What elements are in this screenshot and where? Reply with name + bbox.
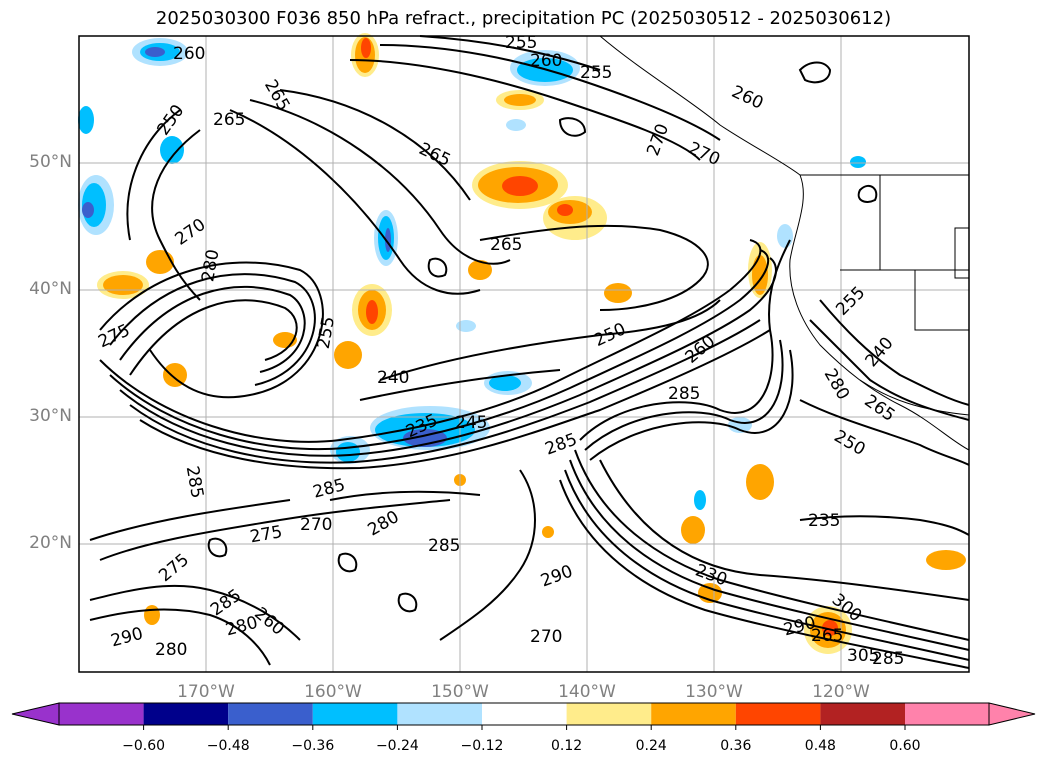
precip-blob — [456, 320, 476, 332]
precip-blob — [366, 300, 378, 324]
precip-blob — [557, 204, 573, 216]
lat-label-50n: 50°N — [29, 152, 72, 172]
contour-label: 255 — [580, 63, 612, 83]
lon-label-120w: 120°W — [812, 682, 870, 702]
precip-blob — [103, 275, 143, 295]
precip-blob — [163, 363, 187, 387]
colorbar-tick-label: −0.48 — [206, 738, 250, 754]
precip-blob — [146, 250, 174, 274]
colorbar-tick-label: −0.60 — [122, 738, 166, 754]
lon-label-130w: 130°W — [685, 682, 743, 702]
colorbar-tick-label: −0.36 — [291, 738, 335, 754]
contour-label: 260 — [173, 44, 205, 64]
colorbar-swatch — [59, 703, 144, 725]
contour-label: 265 — [490, 235, 522, 255]
precip-blob — [468, 260, 492, 280]
precip-blob — [604, 283, 632, 303]
precip-blob — [504, 94, 536, 106]
colorbar-tick-label: −0.12 — [460, 738, 504, 754]
precip-blob — [78, 106, 94, 134]
colorbar-outline — [58, 702, 990, 726]
contour-label: 270 — [530, 627, 562, 647]
contour-label: 285 — [668, 384, 700, 404]
precip-blob — [752, 255, 768, 295]
lat-label-20n: 20°N — [29, 533, 72, 553]
map-frame-bg — [79, 36, 969, 672]
contour-lines — [89, 35, 970, 669]
precip-blob — [82, 202, 94, 218]
precip-blob — [334, 341, 362, 369]
colorbar-swatch — [820, 703, 905, 725]
precip-blob — [361, 38, 371, 58]
precip-blob — [681, 516, 705, 544]
contour-label: 235 — [808, 511, 840, 531]
contour-label: 305 — [847, 646, 879, 666]
map-border — [78, 35, 970, 673]
colorbar-swatch — [397, 703, 482, 725]
precip-blob — [746, 464, 774, 500]
colorbar-extend-low — [11, 702, 60, 726]
precip-blob — [489, 375, 521, 391]
precip-blob — [777, 224, 793, 248]
lon-label-140w: 140°W — [558, 682, 616, 702]
colorbar-swatch — [905, 703, 989, 725]
precip-blob — [926, 550, 966, 570]
chart-title: 2025030300 F036 850 hPa refract., precip… — [155, 8, 892, 29]
precip-blob — [336, 442, 360, 462]
contour-label: 285 — [428, 536, 460, 556]
precip-blob — [694, 490, 706, 510]
contour-label: 280 — [155, 640, 187, 660]
colorbar-tick-label: 0.48 — [804, 738, 836, 754]
colorbar-swatch — [651, 703, 736, 725]
lon-label-170w: 170°W — [177, 682, 235, 702]
colorbar — [11, 702, 1036, 730]
colorbar-tick-label: −0.24 — [375, 738, 419, 754]
lon-label-160w: 160°W — [304, 682, 362, 702]
contour-label: 240 — [377, 368, 409, 388]
contour-label: 255 — [505, 33, 537, 53]
colorbar-tick-label: 0.12 — [551, 738, 583, 754]
colorbar-swatch — [735, 703, 821, 725]
lat-label-40n: 40°N — [29, 279, 72, 299]
coastline — [599, 35, 970, 451]
contour-label: 265 — [811, 626, 843, 646]
precip-blob — [850, 156, 866, 168]
precip-blob — [822, 620, 838, 636]
colorbar-swatch — [566, 703, 652, 725]
colorbar-tick-label: 0.36 — [720, 738, 752, 754]
precip-blob — [145, 47, 165, 57]
contour-label: 265 — [213, 110, 245, 130]
precip-blob — [502, 176, 538, 196]
precip-blob — [144, 605, 160, 625]
precip-blob — [506, 119, 526, 131]
colorbar-extend-high — [988, 702, 1036, 726]
contour-label: 285 — [872, 649, 904, 669]
contour-label: 260 — [530, 51, 562, 71]
colorbar-swatch — [143, 703, 229, 725]
colorbar-swatch — [482, 703, 567, 725]
lat-label-30n: 30°N — [29, 406, 72, 426]
colorbar-tick-label: 0.24 — [635, 738, 667, 754]
contour-label: 245 — [455, 413, 487, 433]
colorbar-swatch — [228, 703, 313, 725]
colorbar-swatch — [312, 703, 398, 725]
precip-blob — [542, 526, 554, 538]
colorbar-tick-label: 0.60 — [889, 738, 921, 754]
lon-label-150w: 150°W — [431, 682, 489, 702]
precip-blob — [160, 136, 184, 164]
contour-label: 270 — [300, 515, 332, 535]
